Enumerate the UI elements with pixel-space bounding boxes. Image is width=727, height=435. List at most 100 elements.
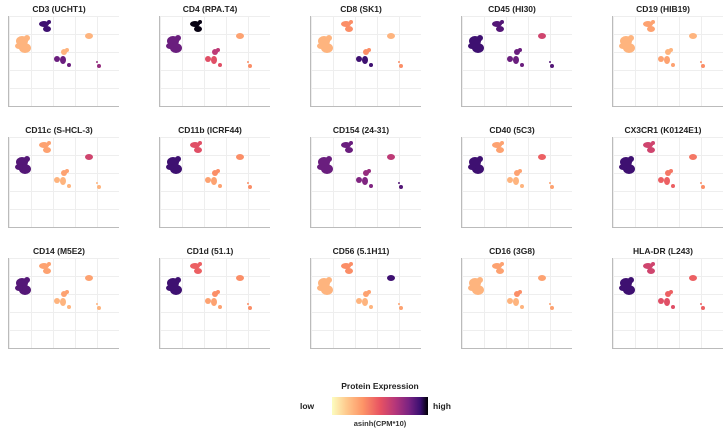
cell-cluster-mark [628,35,634,41]
cell-cluster-mark [166,43,174,49]
cluster-nk [689,33,697,39]
cluster-myeloid [619,35,635,53]
cell-cluster-mark [513,56,519,64]
umap-panel: CD11c (S-HCL-3) [0,121,150,241]
cluster-bcell [665,48,673,55]
cell-cluster-mark [205,298,211,304]
cell-cluster-mark [24,277,30,283]
umap-plot-area [159,137,270,228]
umap-panel: CD56 (5.1H11) [302,242,452,362]
cell-cluster-mark [43,26,51,32]
cell-cluster-mark [24,35,30,41]
cell-cluster-mark [236,33,244,39]
cluster-nk [236,33,244,39]
cell-cluster-mark [477,156,483,162]
cell-cluster-mark [211,56,217,64]
cell-cluster-mark [47,20,51,24]
cluster-cd8 [356,177,373,188]
cluster-myeloid [468,156,484,174]
cluster-myeloid [468,35,484,53]
cell-cluster-mark [166,285,174,291]
cluster-dc [96,303,101,310]
panel-title: CD16 (3G8) [489,246,535,256]
cell-cluster-mark [60,298,66,306]
legend-high-label: high [433,401,451,411]
cell-cluster-mark [658,56,664,62]
umap-scatter [317,141,403,189]
cluster-dc [700,61,705,68]
umap-scatter [619,20,705,68]
cell-cluster-mark [166,164,174,170]
cell-cluster-mark [85,154,93,160]
legend-color-bar [332,397,428,415]
cell-cluster-mark [513,177,519,185]
cluster-bcell [363,169,371,176]
umap-panel: CD1d (51.1) [151,242,301,362]
umap-plot-area [8,16,119,107]
cell-cluster-mark [398,61,400,63]
cell-cluster-mark [492,21,502,27]
cell-cluster-mark [538,275,546,281]
umap-plot-area [310,16,421,107]
cluster-dc [96,182,101,189]
cell-cluster-mark [496,268,504,274]
cluster-nk [236,275,244,281]
cell-cluster-mark [468,164,476,170]
panel-title: CD19 (HIB19) [636,4,690,14]
cell-cluster-mark [492,142,502,148]
cell-cluster-mark [43,268,51,274]
cluster-cd8 [507,177,524,188]
umap-panel: CD19 (HIB19) [604,0,727,120]
cell-cluster-mark [658,298,664,304]
cell-cluster-mark [317,285,325,291]
umap-panel: CD14 (M5E2) [0,242,150,362]
cell-cluster-mark [628,156,634,162]
cluster-dc [247,61,252,68]
cell-cluster-mark [507,56,513,62]
cluster-nk [689,154,697,160]
cell-cluster-mark [664,56,670,64]
cell-cluster-mark [216,290,220,294]
cell-cluster-mark [190,142,200,148]
cluster-bcell [665,169,673,176]
cluster-tcell [341,262,353,274]
cell-cluster-mark [190,21,200,27]
cluster-cd8 [205,298,222,309]
cell-cluster-mark [507,177,513,183]
cell-cluster-mark [399,306,403,310]
umap-panel: HLA-DR (L243) [604,242,727,362]
umap-scatter [15,262,101,310]
cluster-myeloid [166,35,182,53]
cell-cluster-mark [341,263,351,269]
cluster-dc [549,303,554,310]
cell-cluster-mark [97,64,101,68]
cluster-tcell [643,20,655,32]
cluster-cd8 [205,56,222,67]
cell-cluster-mark [651,141,655,145]
cell-cluster-mark [211,298,217,306]
cluster-dc [398,61,403,68]
umap-panel: CD16 (3G8) [453,242,603,362]
cell-cluster-mark [198,141,202,145]
cell-cluster-mark [218,63,222,67]
cluster-bcell [514,169,522,176]
cell-cluster-mark [194,268,202,274]
panel-title: HLA-DR (L243) [633,246,693,256]
cell-cluster-mark [65,290,69,294]
cell-cluster-mark [701,64,705,68]
cluster-bcell [212,290,220,297]
panel-title: CD14 (M5E2) [33,246,85,256]
cluster-tcell [643,262,655,274]
cluster-cd8 [658,177,675,188]
cell-cluster-mark [317,164,325,170]
cluster-bcell [61,169,69,176]
cell-cluster-mark [326,156,332,162]
cluster-myeloid [619,156,635,174]
panel-title: CD11b (ICRF44) [178,125,242,135]
cell-cluster-mark [500,20,504,24]
cell-cluster-mark [349,141,353,145]
cell-cluster-mark [194,26,202,32]
cell-cluster-mark [356,56,362,62]
cell-cluster-mark [15,285,23,291]
cell-cluster-mark [538,154,546,160]
